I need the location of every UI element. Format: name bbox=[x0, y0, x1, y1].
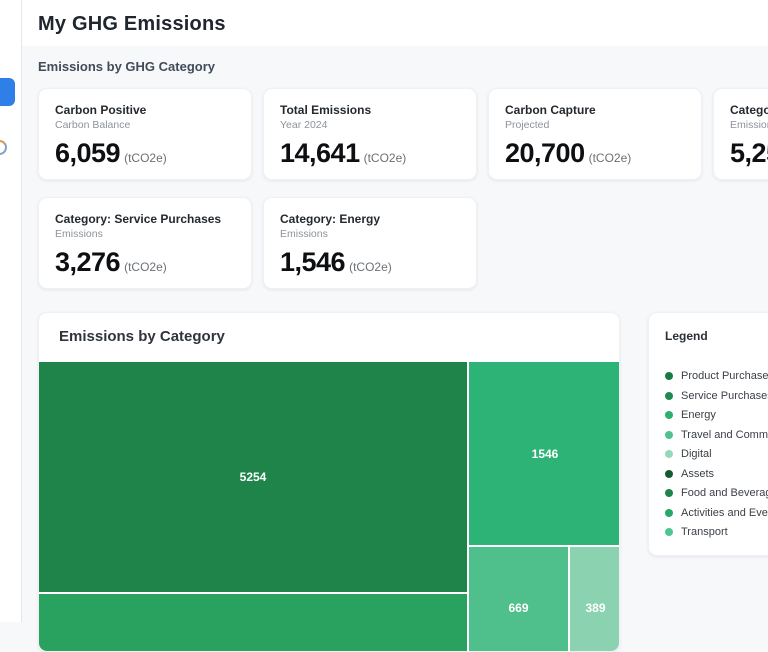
kpi-subtitle: Emissions bbox=[55, 228, 103, 240]
kpi-subtitle: Projected bbox=[505, 119, 550, 131]
kpi-subtitle: Emissions bbox=[730, 119, 768, 131]
legend-item[interactable]: Travel and Commute bbox=[665, 429, 768, 441]
treemap-chart: 5254 1546 669 389 bbox=[39, 362, 619, 651]
legend-dot-icon bbox=[665, 372, 673, 380]
sidebar bbox=[0, 0, 22, 622]
section-label: Emissions by GHG Category bbox=[38, 59, 215, 74]
legend-item[interactable]: Digital bbox=[665, 448, 768, 460]
legend-dot-icon bbox=[665, 450, 673, 458]
legend-item[interactable]: Transport bbox=[665, 526, 768, 538]
kpi-title: Category: Energy bbox=[280, 212, 381, 226]
legend-dot-icon bbox=[665, 411, 673, 419]
treemap-node-digital[interactable]: 389 bbox=[570, 547, 619, 651]
treemap-node-value: 389 bbox=[585, 601, 606, 615]
legend-dot-icon bbox=[665, 430, 673, 439]
kpi-unit: (tCO2e) bbox=[588, 151, 632, 165]
kpi-value: 5,254 bbox=[730, 138, 768, 168]
kpi-value: 6,059 bbox=[55, 138, 121, 168]
emissions-by-category-card: Emissions by Category 5254 1546 669 389 bbox=[38, 312, 620, 652]
kpi-card-category-energy[interactable]: Category: Energy Emissions 1,546 (tCO2e) bbox=[263, 197, 477, 289]
legend-card: Legend Product Purchases Service Purchas… bbox=[648, 312, 768, 556]
kpi-subtitle: Emissions bbox=[280, 228, 328, 240]
kpi-subtitle: Year 2024 bbox=[280, 119, 328, 131]
kpi-unit: (tCO2e) bbox=[363, 151, 407, 165]
kpi-value: 3,276 bbox=[55, 247, 121, 277]
legend-item[interactable]: Service Purchases bbox=[665, 390, 768, 402]
legend-dot-icon bbox=[665, 489, 673, 497]
kpi-value: 14,641 bbox=[280, 138, 360, 168]
kpi-value: 1,546 bbox=[280, 247, 346, 277]
ring-icon[interactable] bbox=[0, 140, 7, 155]
treemap-node-service-purchases[interactable] bbox=[39, 594, 467, 651]
kpi-title: Total Emissions bbox=[280, 103, 372, 117]
active-nav-indicator[interactable] bbox=[0, 78, 15, 106]
legend-list: Product Purchases Service Purchases Ener… bbox=[665, 370, 768, 538]
kpi-card-carbon-capture[interactable]: Carbon Capture Projected 20,700 (tCO2e) bbox=[488, 88, 702, 180]
treemap-node-travel-and-commute[interactable]: 669 bbox=[469, 547, 568, 651]
legend-dot-icon bbox=[665, 469, 673, 478]
legend-item[interactable]: Energy bbox=[665, 409, 768, 421]
legend-item[interactable]: Assets bbox=[665, 468, 768, 480]
legend-dot-icon bbox=[665, 391, 673, 400]
treemap-node-value: 1546 bbox=[531, 446, 559, 461]
treemap-node-energy[interactable]: 1546 bbox=[469, 362, 619, 545]
legend-item[interactable]: Activities and Events bbox=[665, 507, 768, 519]
kpi-subtitle: Carbon Balance bbox=[55, 119, 131, 131]
page-title: My GHG Emissions bbox=[38, 13, 226, 35]
kpi-title: Category: Service Purchases bbox=[55, 212, 222, 226]
legend-item[interactable]: Product Purchases bbox=[665, 370, 768, 382]
header-band bbox=[22, 0, 768, 46]
treemap-node-product-purchases[interactable]: 5254 bbox=[39, 362, 467, 592]
kpi-unit: (tCO2e) bbox=[124, 260, 167, 274]
legend-dot-icon bbox=[665, 508, 673, 517]
kpi-value: 20,700 bbox=[505, 138, 585, 168]
kpi-unit: (tCO2e) bbox=[124, 151, 167, 165]
kpi-title: Carbon Positive bbox=[55, 103, 147, 117]
treemap-node-value: 5254 bbox=[239, 470, 267, 484]
legend-dot-icon bbox=[665, 528, 673, 536]
kpi-card-carbon-positive[interactable]: Carbon Positive Carbon Balance 6,059 (tC… bbox=[38, 88, 252, 180]
kpi-card-total-emissions[interactable]: Total Emissions Year 2024 14,641 (tCO2e) bbox=[263, 88, 477, 180]
kpi-card-category-service-purchases[interactable]: Category: Service Purchases Emissions 3,… bbox=[38, 197, 252, 289]
kpi-title: Carbon Capture bbox=[505, 103, 596, 117]
kpi-title: Category: Product Purchases bbox=[730, 103, 768, 117]
legend-item[interactable]: Food and Beverage bbox=[665, 487, 768, 499]
kpi-card-category-product-purchases[interactable]: Category: Product Purchases Emissions 5,… bbox=[713, 88, 768, 180]
treemap-node-value: 669 bbox=[508, 601, 529, 615]
legend-title: Legend bbox=[665, 329, 708, 343]
kpi-unit: (tCO2e) bbox=[349, 260, 392, 274]
chart-title: Emissions by Category bbox=[59, 328, 225, 345]
